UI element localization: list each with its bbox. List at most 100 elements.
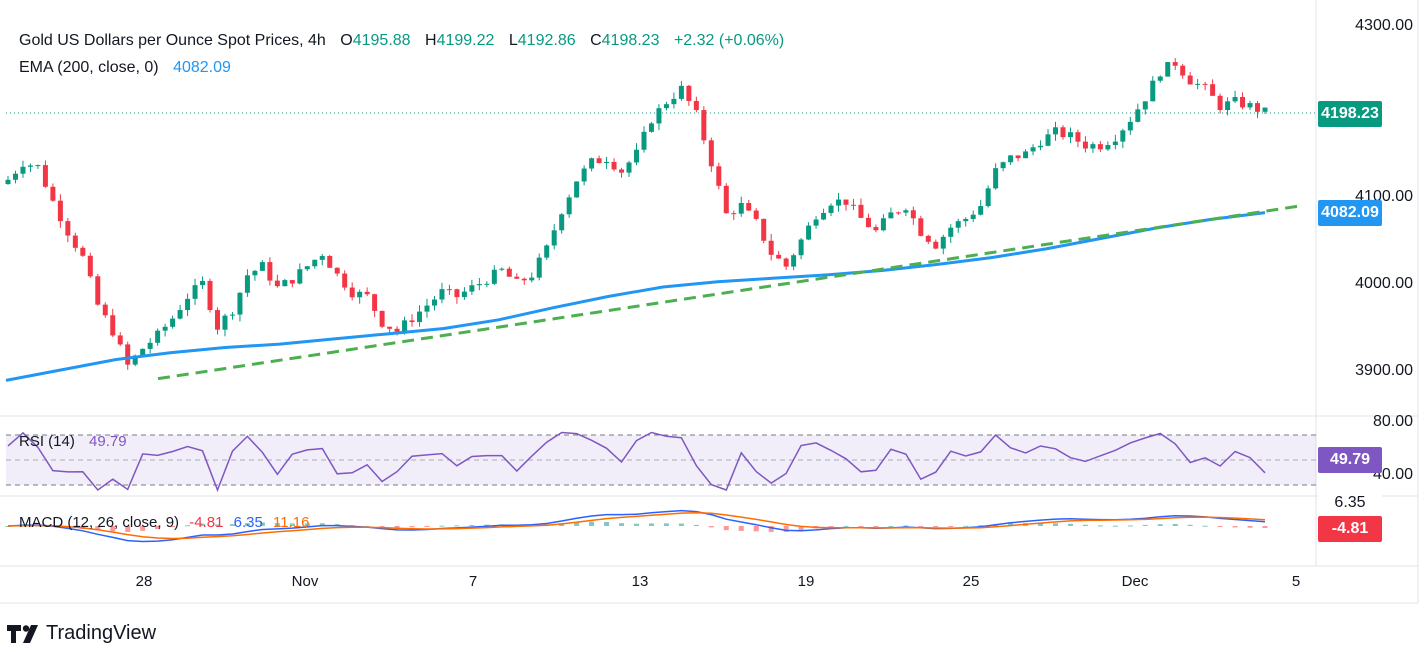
candle-body [1232,96,1238,102]
candle-body [229,314,235,316]
candle-body [140,348,146,356]
macd-badge: 6.35 [1318,493,1382,513]
macd-hist-bar [259,522,265,526]
candle-body [20,166,26,174]
candle-body [57,200,63,222]
candle-body [327,256,333,268]
macd-hist-bar [1202,525,1208,527]
candle-body [806,225,812,240]
macd-label: MACD (12, 26, close, 9) [19,514,180,531]
candle-body [267,262,273,281]
time-tick: Dec [1121,573,1149,590]
candle-body [836,199,842,206]
candle-body [1150,80,1156,102]
candle-body [461,291,467,298]
candle-body [192,285,198,299]
macd-hist-bar [933,526,939,527]
rsi-line [7,431,1266,493]
macd-hist-bar [693,524,699,526]
macd-hist-bar [963,525,969,527]
tradingview-logo[interactable]: TradingView [7,622,156,645]
candle-body [1067,132,1073,138]
candle-body [379,310,385,327]
ema-badge: 4082.09 [1318,200,1382,226]
candle-body [933,241,939,249]
macd-hist-bar [304,523,310,526]
candle-body [87,255,93,277]
candle-body [888,212,894,219]
candle-body [222,315,228,330]
candle-body [491,269,497,284]
candle-body [237,292,243,315]
macd-hist-bar [110,526,116,532]
ema-label: EMA (200, close, 0) [19,59,159,76]
candle-body [177,310,183,319]
signal-line [7,511,1266,540]
price-tick: 4000.00 [1355,275,1413,292]
candle-body [589,158,595,169]
tradingview-logo-icon [7,624,38,643]
low-label: L [508,32,518,49]
candle-body [716,166,722,186]
macd-hist-bar [648,523,654,526]
candle-body [776,254,782,259]
macd-hist-bar [753,526,759,532]
rsi-value: 49.79 [89,433,127,450]
macd-hist-bar [708,526,714,528]
candle-body [1112,141,1118,146]
candle-body [259,262,265,271]
candle-body [200,280,206,286]
candle-body [469,285,475,292]
symbol-title: Gold US Dollars per Ounce Spot Prices, 4… [19,32,326,49]
candle-body [42,165,48,187]
macd-hist-bar [185,525,191,527]
candle-body [566,197,572,215]
candle-body [72,235,78,248]
candle-body [65,221,71,236]
price-tick: 4300.00 [1355,17,1413,34]
candle-body [723,185,729,214]
macd-hist-bar [828,526,834,527]
macd-hist-bar [1067,523,1073,526]
candle-body [648,123,654,132]
macd-hist-bar [1097,525,1103,527]
candle-body [110,315,116,336]
candle-body [1217,95,1223,111]
candle-body [50,186,56,201]
time-tick: 7 [468,573,478,590]
candle-body [439,289,445,300]
macd-hist-bar [574,522,580,526]
macd-hist-bar [200,523,206,526]
macd-hist-bar [723,526,729,531]
candle-body [274,280,280,287]
candle-body [1195,83,1201,85]
candle-body [536,257,542,278]
candle-body [858,204,864,218]
open-label: O [340,32,353,49]
candle-body [304,266,310,270]
candle-body [297,269,303,284]
candle-body [446,289,452,291]
macd-hist-bar [1142,524,1148,526]
candle-body [993,168,999,189]
candle-body [1180,65,1186,76]
macd-hist-bar [1127,525,1133,527]
candle-body [910,210,916,219]
macd-hist-bar [768,526,774,532]
macd-hist-bar [843,525,849,527]
candle-body [604,161,610,164]
macd-hist-bar [244,523,250,526]
macd-hist-bar [229,524,235,526]
symbol-legend: Gold US Dollars per Ounce Spot Prices, 4… [19,32,784,50]
candle-body [619,169,625,173]
candle-body [1202,83,1208,85]
candle-body [634,149,639,163]
candle-body [102,304,108,316]
candle-body [671,98,677,105]
candle-body [521,278,527,281]
candle-body [132,355,138,365]
macd-value: 6.35 [233,514,263,531]
rsi-label: RSI (14) [19,433,75,450]
candle-body [551,230,557,246]
